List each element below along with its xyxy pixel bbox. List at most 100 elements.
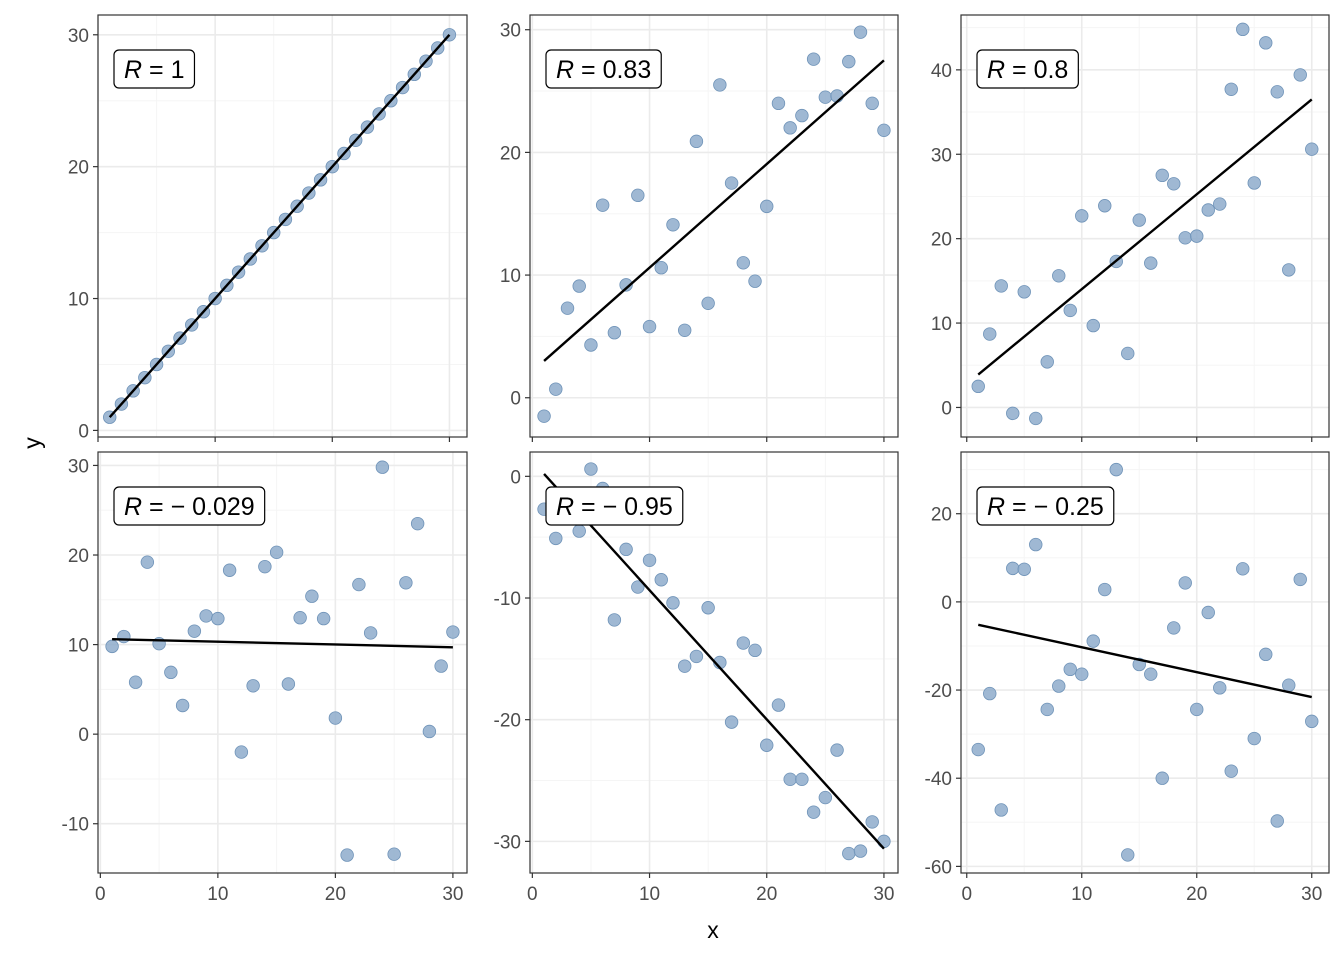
correlation-label: R = 1 bbox=[124, 56, 184, 84]
data-point bbox=[222, 563, 237, 577]
y-tick-label: 10 bbox=[68, 290, 89, 311]
data-point bbox=[1155, 168, 1169, 183]
data-point bbox=[795, 108, 809, 123]
data-point bbox=[1293, 572, 1307, 587]
data-point bbox=[760, 199, 774, 214]
data-point bbox=[877, 834, 891, 849]
data-point bbox=[269, 545, 284, 560]
data-point bbox=[1282, 263, 1296, 277]
data-point bbox=[1098, 199, 1112, 213]
y-tick-label: 0 bbox=[941, 398, 952, 419]
correlation-label-box bbox=[113, 486, 266, 526]
data-point bbox=[806, 52, 821, 66]
y-tick-label: 0 bbox=[510, 389, 521, 410]
correlation-label-box bbox=[976, 486, 1115, 526]
data-point bbox=[1236, 22, 1250, 37]
regression-line bbox=[112, 638, 453, 649]
data-point bbox=[771, 96, 786, 111]
correlation-symbol: R bbox=[124, 56, 142, 84]
data-point bbox=[853, 844, 868, 858]
data-point bbox=[666, 218, 680, 232]
y-tick-label: 30 bbox=[68, 456, 89, 477]
data-point bbox=[1178, 231, 1192, 245]
data-point bbox=[1224, 82, 1238, 96]
data-point bbox=[234, 745, 249, 759]
data-point bbox=[877, 123, 891, 138]
data-point bbox=[211, 611, 225, 626]
data-point bbox=[1040, 702, 1054, 717]
data-point bbox=[399, 576, 413, 590]
data-point bbox=[595, 198, 610, 212]
data-point bbox=[1121, 848, 1135, 862]
panel-6: R = − 0.25 -60 -40 -20 0 20 0 10 20 30 bbox=[925, 451, 1330, 905]
correlation-value: − 0.029 bbox=[171, 493, 255, 521]
y-tick-label: 10 bbox=[931, 314, 952, 335]
data-point bbox=[572, 279, 586, 293]
data-point bbox=[1052, 269, 1066, 283]
data-point bbox=[1167, 621, 1181, 635]
data-point bbox=[446, 625, 460, 639]
y-tick-label: 0 bbox=[510, 467, 521, 488]
y-tick-label: 20 bbox=[68, 158, 89, 179]
y-tick-label: 20 bbox=[931, 230, 952, 251]
data-point bbox=[619, 278, 633, 292]
y-tick-label: 20 bbox=[68, 546, 89, 567]
correlation-value: 0.8 bbox=[1034, 56, 1069, 84]
correlation-label: R = 0.8 bbox=[987, 56, 1068, 84]
data-point bbox=[1213, 197, 1227, 211]
correlation-symbol: R bbox=[987, 493, 1005, 521]
data-point bbox=[771, 698, 786, 712]
correlation-equals: = bbox=[1005, 493, 1034, 521]
data-point bbox=[666, 596, 680, 610]
x-tick-label: 30 bbox=[1301, 884, 1322, 905]
data-point bbox=[1270, 814, 1284, 828]
data-point bbox=[607, 613, 622, 627]
data-point bbox=[352, 577, 366, 592]
x-tick-label: 0 bbox=[527, 884, 538, 905]
data-point bbox=[994, 279, 1008, 293]
correlation-label: R = − 0.95 bbox=[556, 493, 673, 521]
data-point bbox=[1017, 562, 1031, 576]
y-tick-label: -10 bbox=[62, 815, 89, 836]
data-point bbox=[1305, 142, 1319, 156]
data-point bbox=[316, 611, 331, 626]
data-point bbox=[584, 462, 598, 476]
data-point bbox=[783, 772, 797, 787]
data-point bbox=[1259, 36, 1273, 50]
y-tick-label: 30 bbox=[68, 26, 89, 47]
x-tick-label: 10 bbox=[639, 884, 660, 905]
data-point bbox=[1201, 605, 1215, 620]
data-point bbox=[678, 323, 692, 337]
y-tick-label: 40 bbox=[931, 61, 952, 82]
x-tick-label: 30 bbox=[442, 884, 463, 905]
data-point bbox=[328, 711, 343, 725]
data-point bbox=[340, 848, 354, 862]
data-point bbox=[1109, 462, 1123, 477]
x-tick-label: 20 bbox=[1186, 884, 1207, 905]
data-point bbox=[572, 524, 586, 538]
data-point bbox=[689, 649, 704, 664]
data-point bbox=[842, 54, 856, 69]
data-point bbox=[187, 624, 202, 638]
panel-5: R = − 0.95 -30 -20 -10 0 0 10 20 30 bbox=[494, 451, 899, 905]
correlation-label: R = 0.83 bbox=[556, 56, 651, 84]
correlation-equals: = bbox=[574, 56, 603, 84]
data-point bbox=[1144, 667, 1158, 681]
x-tick-label: 20 bbox=[756, 884, 777, 905]
correlation-label: R = − 0.25 bbox=[987, 493, 1104, 521]
data-point bbox=[1247, 731, 1261, 746]
data-point bbox=[971, 379, 985, 394]
data-point bbox=[701, 601, 715, 615]
data-point bbox=[560, 301, 575, 315]
x-tick-label: 0 bbox=[961, 884, 972, 905]
y-tick-label: 20 bbox=[500, 143, 521, 164]
data-point bbox=[1282, 678, 1296, 692]
data-point bbox=[724, 715, 739, 729]
correlation-label-box bbox=[545, 49, 662, 89]
y-tick-label: -10 bbox=[494, 589, 521, 610]
y-axis-title: y bbox=[19, 437, 45, 449]
panel-border bbox=[960, 451, 1330, 874]
panel-4: R = − 0.029 -10 0 10 20 30 0 10 20 30 bbox=[62, 451, 468, 905]
